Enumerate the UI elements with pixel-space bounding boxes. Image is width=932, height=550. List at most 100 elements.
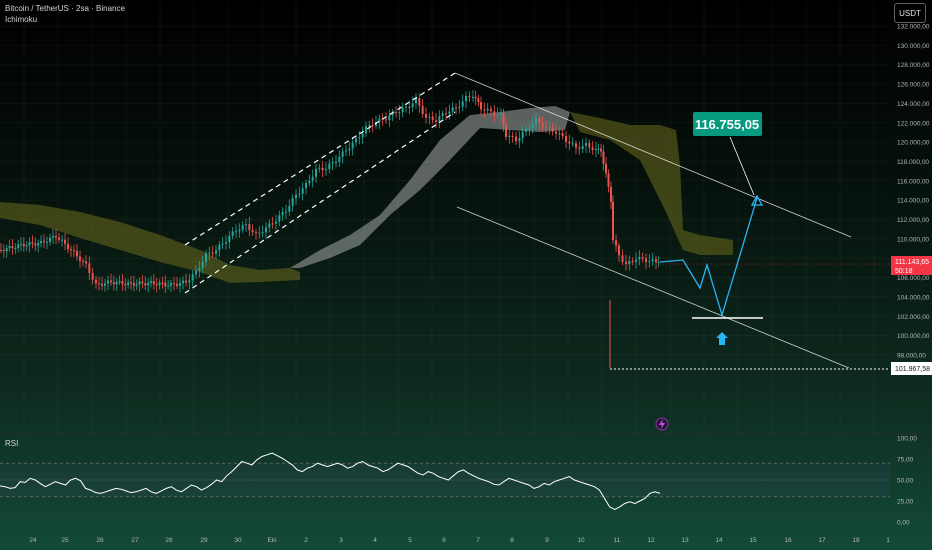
price-axis-label: 110.000,00 — [897, 236, 929, 243]
time-axis-label: 1 — [886, 537, 890, 544]
candle-body — [211, 252, 214, 254]
candle-body — [132, 282, 135, 286]
candle-body — [555, 131, 557, 134]
candle-body — [525, 128, 527, 132]
rsi-pane[interactable]: RSI 100,00 75,00 50,00 25,00 0,00 — [0, 433, 932, 527]
candle-body — [508, 135, 511, 137]
candle-body — [518, 138, 521, 142]
candle-body — [150, 281, 152, 283]
candle-body — [425, 113, 427, 118]
candle-body — [37, 243, 40, 246]
candle-body — [657, 261, 660, 263]
price-axis-label: 132.000,00 — [897, 24, 930, 31]
candle-body — [20, 243, 22, 245]
candle-body — [144, 283, 147, 286]
candle-body — [558, 133, 561, 135]
time-axis-label: 17 — [818, 537, 826, 544]
candle-body — [17, 244, 20, 249]
candle-body — [127, 282, 130, 285]
candle-body — [607, 173, 610, 187]
channel-lower-dashed[interactable] — [184, 111, 456, 294]
time-axis-label: 13 — [681, 537, 689, 544]
descending-channel-lower[interactable] — [456, 206, 850, 369]
rsi-line — [0, 452, 661, 510]
price-tags: 111.143,65 50:18 101.967,58 — [660, 256, 932, 375]
price-axis[interactable]: 132.000,00 130.000,00 128.000,00 126.000,00… — [897, 24, 930, 360]
candle-body — [500, 113, 502, 115]
candle-body — [261, 232, 264, 234]
candle-body — [205, 253, 207, 262]
candle-body — [76, 251, 78, 257]
price-axis-label: 130.000,00 — [897, 43, 930, 50]
candle-body — [641, 257, 644, 259]
candle-body — [295, 194, 297, 199]
candle-body — [49, 237, 51, 242]
candle-body — [2, 250, 5, 252]
candle-body — [88, 263, 91, 274]
candle-body — [605, 163, 607, 174]
candle-body — [110, 280, 112, 283]
candle-body — [472, 96, 474, 98]
candles-group — [0, 89, 660, 368]
candle-body — [8, 246, 11, 249]
candle-body — [628, 260, 631, 265]
up-arrow-icon — [716, 332, 728, 345]
price-axis-label: 128.000,00 — [897, 62, 930, 69]
candle-body — [278, 215, 281, 222]
time-axis-label: 7 — [476, 537, 480, 544]
rsi-axis-label: 0,00 — [897, 520, 910, 527]
candle-body — [480, 102, 482, 110]
cloud-grey-middle — [290, 106, 570, 268]
candle-body — [251, 230, 254, 233]
symbol-title[interactable]: Bitcoin / TetherUS · 2sa · Binance — [5, 4, 125, 13]
candle-body — [575, 143, 577, 148]
candle-body — [25, 245, 28, 247]
time-axis-label: 6 — [442, 537, 446, 544]
currency-button[interactable]: USDT — [894, 3, 926, 23]
drawings-group[interactable]: 116.755,05 — [184, 72, 890, 431]
candle-body — [28, 242, 31, 246]
candle-body — [502, 113, 505, 126]
time-axis-label: 29 — [200, 537, 208, 544]
time-axis-label: 14 — [715, 537, 723, 544]
candle-body — [152, 281, 155, 285]
time-axis-label: 2 — [304, 537, 308, 544]
candle-body — [515, 136, 517, 142]
candle-body — [112, 282, 115, 285]
candle-body — [415, 98, 417, 104]
projection-arrowhead — [750, 194, 764, 206]
projection-path[interactable] — [659, 197, 758, 318]
price-axis-label: 104.000,00 — [897, 294, 930, 301]
candle-body — [121, 281, 124, 285]
candle-body — [541, 122, 544, 128]
price-axis-label: 122.000,00 — [897, 120, 930, 127]
level-marker-text: 101.967,58 — [895, 366, 930, 373]
indicator-ichimoku-label[interactable]: Ichimoku — [5, 15, 38, 24]
candle-body — [398, 112, 401, 114]
candle-body — [531, 123, 534, 129]
candle-body — [281, 212, 284, 216]
candle-body — [308, 180, 311, 184]
time-axis-label: 11 — [614, 537, 621, 544]
rsi-axis-label: 75,00 — [897, 457, 914, 464]
candle-body — [201, 261, 204, 268]
candle-body — [591, 147, 594, 151]
candle-body — [118, 281, 121, 283]
candle-body — [288, 205, 291, 212]
candle-body — [155, 284, 158, 286]
candle-body — [468, 96, 471, 98]
time-axis[interactable]: 24 25 26 27 28 29 30 Eki 2 3 4 5 6 7 8 9 10 11 12 13 14 15 16 1… — [29, 537, 890, 544]
candle-body — [268, 223, 271, 228]
candle-body — [331, 162, 334, 164]
candle-body — [358, 137, 361, 139]
time-axis-label: Eki — [267, 537, 276, 544]
candle-body — [188, 280, 191, 283]
descending-channel-upper[interactable] — [454, 72, 852, 238]
rsi-label[interactable]: RSI — [5, 439, 18, 448]
candle-body — [315, 168, 317, 177]
candle-body — [228, 235, 231, 242]
candle-body — [388, 115, 391, 120]
rsi-axis-label: 50,00 — [897, 478, 914, 485]
candle-body — [311, 176, 314, 181]
